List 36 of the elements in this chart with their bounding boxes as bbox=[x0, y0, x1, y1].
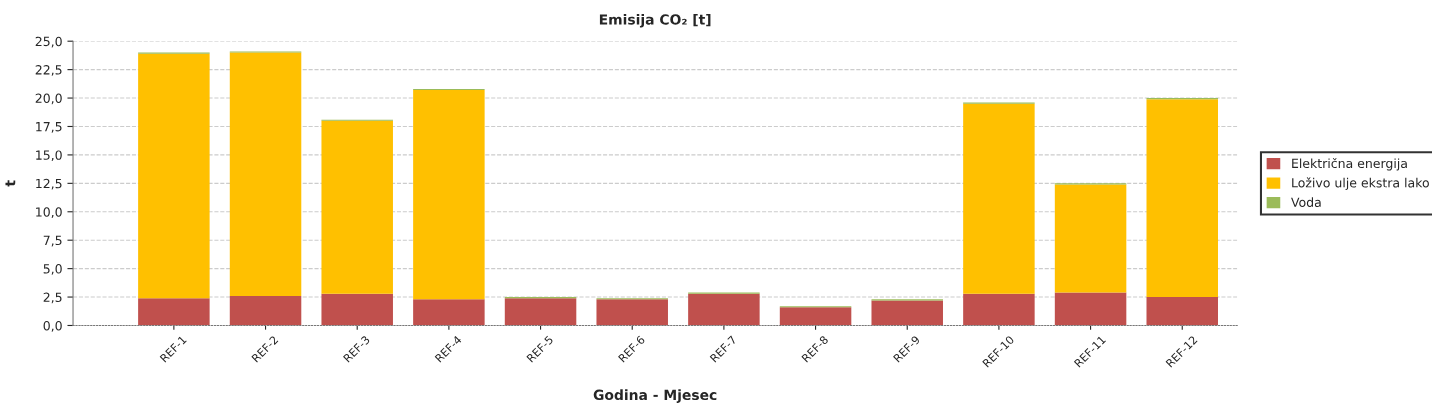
bar bbox=[1054, 184, 1127, 293]
y-tick-label: 12,5 bbox=[36, 178, 62, 190]
bar bbox=[596, 299, 668, 326]
y-tick-label: 15,0 bbox=[36, 150, 62, 162]
y-tick-label: 10,0 bbox=[36, 207, 62, 218]
bar bbox=[1146, 297, 1218, 326]
legend-label: Voda bbox=[1291, 197, 1321, 208]
bar bbox=[504, 298, 577, 326]
legend-label: Električna energija bbox=[1292, 157, 1407, 171]
y-tick-label: 17,5 bbox=[36, 122, 62, 133]
y-tick-label: 7,5 bbox=[43, 235, 62, 247]
y-tick-label: 20,0 bbox=[35, 93, 62, 105]
bar bbox=[229, 295, 302, 326]
y-tick-label: 5,0 bbox=[43, 264, 62, 275]
y-axis-title: t bbox=[5, 180, 16, 187]
bar bbox=[413, 299, 485, 326]
y-tick-label: 2,5 bbox=[43, 292, 62, 304]
bar bbox=[871, 300, 943, 326]
bar bbox=[321, 293, 393, 326]
bar bbox=[321, 120, 393, 294]
chart-title: Emisija CO₂ [t] bbox=[599, 13, 711, 28]
y-tick-label: 25,0 bbox=[35, 36, 62, 48]
bar bbox=[779, 307, 852, 326]
bar bbox=[138, 298, 210, 326]
bar bbox=[413, 90, 485, 300]
bar bbox=[229, 52, 302, 296]
bar bbox=[138, 53, 210, 299]
legend-label: Loživo ulje ekstra lako bbox=[1292, 177, 1429, 190]
y-tick-label: 0,0 bbox=[43, 320, 62, 332]
y-tick-label: 22,5 bbox=[35, 65, 62, 76]
x-axis-title: Godina - Mjesec bbox=[593, 389, 717, 403]
bar bbox=[1146, 99, 1218, 298]
bar bbox=[963, 293, 1035, 326]
bar bbox=[1054, 292, 1127, 326]
bar bbox=[688, 293, 760, 326]
bar bbox=[963, 103, 1035, 294]
